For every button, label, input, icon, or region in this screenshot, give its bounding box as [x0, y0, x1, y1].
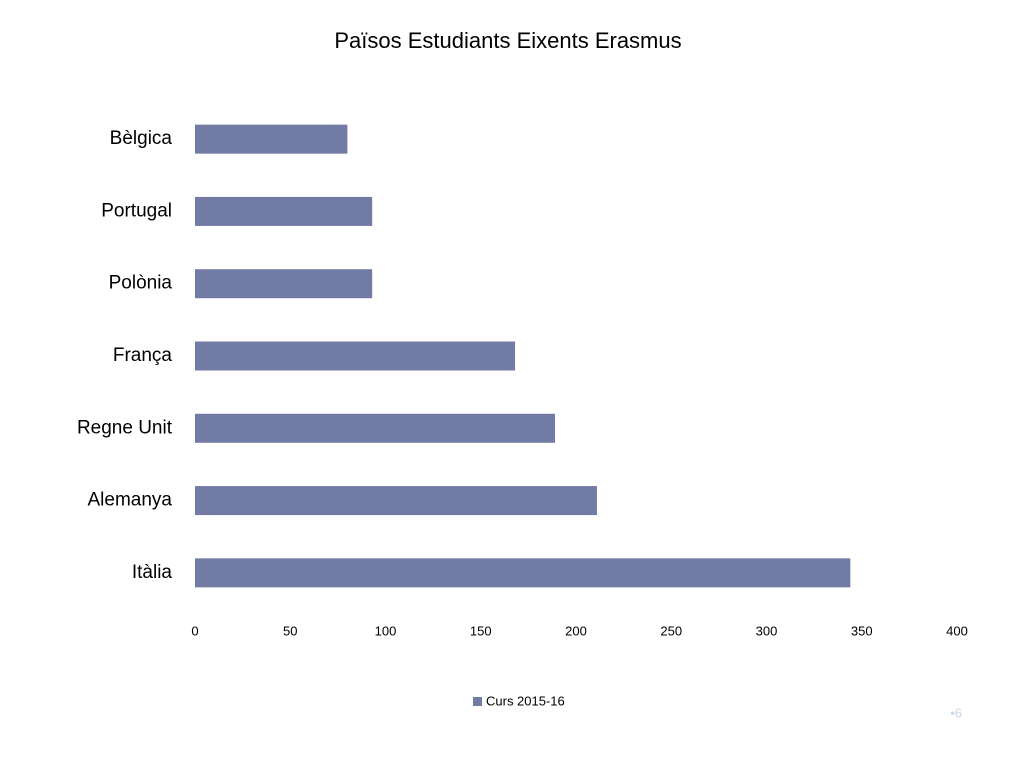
bar: [195, 558, 851, 588]
x-tick-label: 400: [946, 623, 968, 638]
y-tick-label: Bèlgica: [110, 128, 173, 149]
bar: [195, 486, 597, 516]
legend-label: Curs 2015-16: [486, 693, 565, 708]
y-tick-label: Polònia: [109, 273, 173, 294]
x-tick-label: 50: [283, 623, 297, 638]
y-tick-label: Alemanya: [88, 490, 173, 511]
x-tick-label: 150: [470, 623, 492, 638]
y-tick-label: França: [113, 345, 173, 366]
x-tick-label: 350: [851, 623, 873, 638]
x-tick-label: 200: [565, 623, 587, 638]
chart-title: Països Estudiants Eixents Erasmus: [334, 28, 681, 53]
x-tick-label: 0: [191, 623, 198, 638]
bar: [195, 196, 373, 226]
slide-number: •6: [950, 705, 962, 720]
x-tick-label: 300: [756, 623, 778, 638]
y-tick-label: Itàlia: [132, 562, 173, 583]
x-tick-label: 250: [660, 623, 682, 638]
bar: [195, 341, 516, 371]
bar: [195, 413, 556, 443]
y-tick-label: Portugal: [101, 200, 172, 221]
legend-swatch: [473, 697, 482, 706]
y-tick-label: Regne Unit: [77, 417, 173, 438]
bar: [195, 269, 373, 299]
x-tick-label: 100: [375, 623, 397, 638]
bar: [195, 124, 348, 154]
